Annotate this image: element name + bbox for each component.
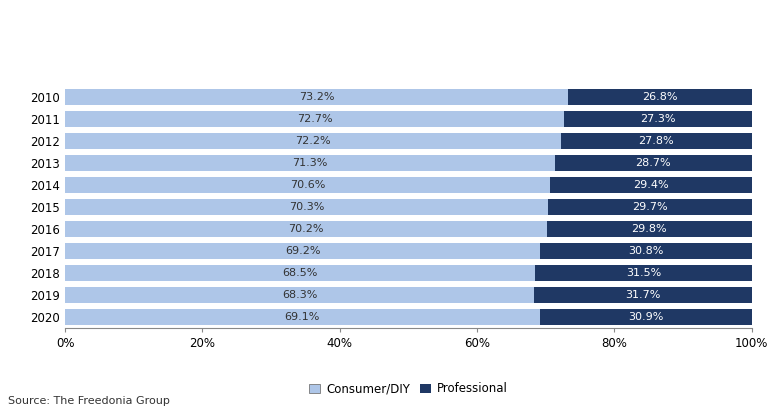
Text: 28.7%: 28.7% <box>635 158 671 168</box>
Text: 31.5%: 31.5% <box>626 268 661 278</box>
Bar <box>568 89 752 105</box>
Bar <box>565 111 752 127</box>
Bar <box>65 155 555 171</box>
Bar <box>65 265 535 281</box>
Bar <box>555 155 752 171</box>
Text: Source: The Freedonia Group: Source: The Freedonia Group <box>8 396 170 406</box>
Bar <box>65 199 548 215</box>
Bar <box>65 287 534 303</box>
Text: 29.7%: 29.7% <box>632 202 667 212</box>
Text: 29.4%: 29.4% <box>633 180 669 190</box>
Text: 72.2%: 72.2% <box>295 136 331 146</box>
Bar <box>65 133 561 149</box>
Text: 26.8%: 26.8% <box>642 92 677 102</box>
Bar <box>547 221 752 237</box>
Bar <box>539 309 752 325</box>
Text: 73.2%: 73.2% <box>298 92 334 102</box>
Text: 71.3%: 71.3% <box>292 158 328 168</box>
Text: 29.8%: 29.8% <box>631 224 667 234</box>
Bar <box>548 199 752 215</box>
Bar <box>65 221 547 237</box>
Bar <box>540 243 752 259</box>
Legend: Consumer/DIY, Professional: Consumer/DIY, Professional <box>304 378 513 400</box>
Text: 27.3%: 27.3% <box>640 114 676 124</box>
Text: 31.7%: 31.7% <box>625 290 660 300</box>
Text: 70.2%: 70.2% <box>288 224 324 234</box>
Text: 69.2%: 69.2% <box>285 246 321 256</box>
Bar <box>65 243 540 259</box>
Bar <box>65 177 550 193</box>
Bar <box>65 89 568 105</box>
Bar <box>65 111 565 127</box>
Text: 72.7%: 72.7% <box>297 114 333 124</box>
Text: 68.3%: 68.3% <box>282 290 318 300</box>
Text: 70.6%: 70.6% <box>290 180 325 190</box>
Text: Figure 3-2 | Residential Landscaping Product Demand Share by End User, 2010 – 20: Figure 3-2 | Residential Landscaping Pro… <box>8 13 686 27</box>
Text: 27.8%: 27.8% <box>638 136 674 146</box>
Bar <box>535 265 752 281</box>
Bar <box>550 177 752 193</box>
Text: 30.8%: 30.8% <box>628 246 663 256</box>
Text: 30.9%: 30.9% <box>628 313 663 322</box>
Bar <box>65 309 539 325</box>
Text: 69.1%: 69.1% <box>285 313 320 322</box>
Bar <box>534 287 752 303</box>
Text: 68.5%: 68.5% <box>282 268 318 278</box>
Bar <box>561 133 752 149</box>
Text: Freedonia: Freedonia <box>625 57 698 70</box>
Text: 70.3%: 70.3% <box>289 202 324 212</box>
